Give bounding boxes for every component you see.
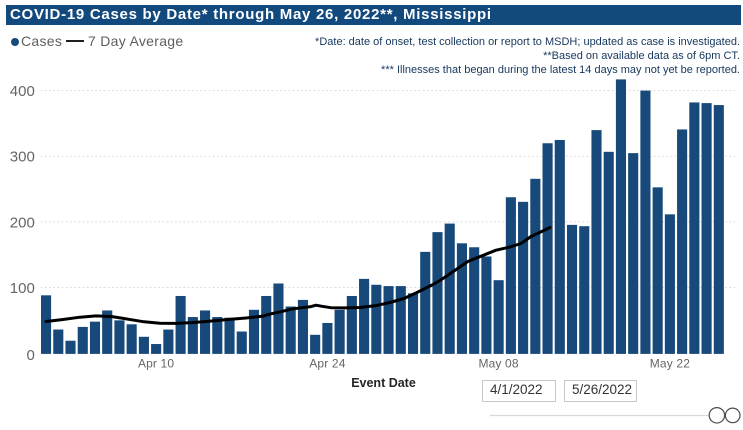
svg-text:Apr 10: Apr 10 — [138, 357, 174, 371]
svg-text:May 22: May 22 — [650, 357, 690, 371]
svg-text:200: 200 — [10, 214, 35, 231]
svg-text:0: 0 — [26, 347, 34, 364]
svg-text:400: 400 — [10, 83, 35, 100]
svg-text:300: 300 — [10, 149, 35, 166]
svg-text:May 08: May 08 — [478, 357, 518, 371]
svg-text:Apr 24: Apr 24 — [309, 357, 345, 371]
svg-text:100: 100 — [10, 280, 35, 297]
